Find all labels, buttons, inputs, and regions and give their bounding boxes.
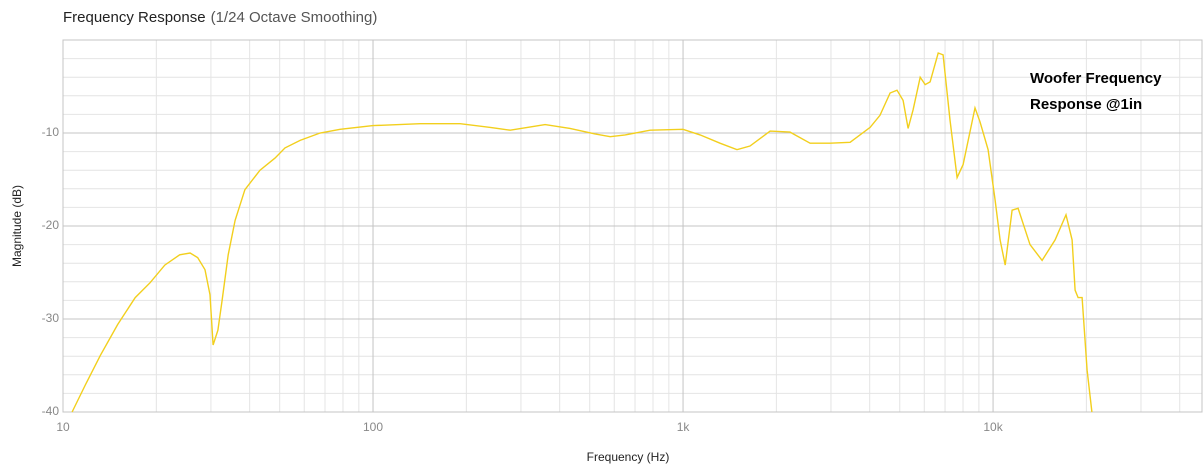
y-tick-label: -40	[42, 404, 60, 418]
y-axis-label: Magnitude (dB)	[10, 185, 24, 267]
plot-frame	[62, 39, 1203, 413]
x-tick-label: 100	[363, 420, 383, 434]
annotation: Woofer Frequency	[1030, 70, 1162, 87]
y-tick-label: -10	[42, 125, 60, 139]
chart-title: Frequency Response	[63, 9, 206, 26]
x-tick-label: 1k	[677, 420, 691, 434]
chart-subtitle: (1/24 Octave Smoothing)	[211, 9, 378, 26]
response-line	[71, 52, 1093, 413]
x-tick-label: 10k	[983, 420, 1003, 434]
annotation: Response @1in	[1030, 96, 1142, 113]
x-axis-label: Frequency (Hz)	[587, 450, 670, 464]
x-tick-label: 10	[56, 420, 70, 434]
y-tick-label: -20	[42, 218, 60, 232]
y-tick-label: -30	[42, 311, 60, 325]
